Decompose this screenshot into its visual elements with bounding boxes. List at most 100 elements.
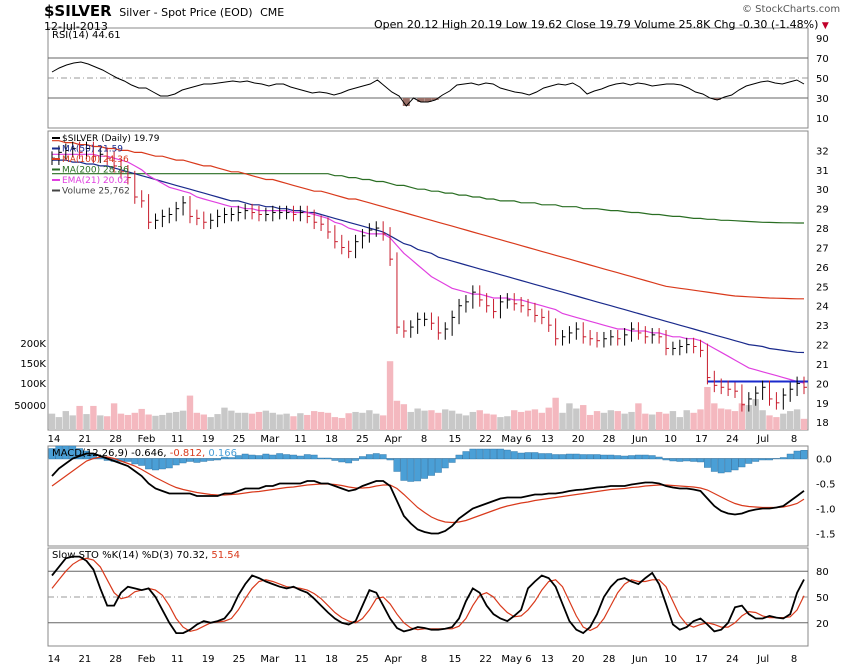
macd-histogram-bar: [566, 453, 573, 460]
volume-bar: [787, 411, 794, 430]
volume-bar: [573, 408, 580, 430]
x-axis-label-top: Jun: [631, 434, 648, 445]
volume-bar: [718, 408, 725, 430]
volume-bar: [200, 414, 207, 430]
macd-histogram-bar: [600, 454, 608, 460]
volume-bar: [103, 416, 111, 430]
x-axis-label-top: 20: [572, 434, 585, 445]
x-axis-label-bottom: 8: [421, 654, 427, 665]
volume-bar: [241, 412, 249, 430]
macd-histogram-bar: [724, 458, 732, 473]
price-tick-label: 18: [816, 418, 829, 429]
x-axis-label-top: 28: [109, 434, 122, 445]
volume-bar: [545, 407, 552, 430]
x-axis-label-top: 13: [541, 434, 554, 445]
volume-bar: [690, 412, 697, 430]
price-tick-label: 23: [816, 321, 829, 332]
macd-histogram-bar: [324, 457, 332, 460]
x-axis-label-top: 28: [603, 434, 616, 445]
volume-bar: [214, 414, 221, 430]
macd-tick-label: 0.0: [816, 455, 832, 466]
price-tick-label: 26: [816, 263, 829, 274]
x-axis-label-top: Apr: [385, 434, 403, 445]
x-axis-label-bottom: Mar: [260, 654, 280, 665]
volume-bar: [766, 415, 773, 430]
volume-bar: [276, 414, 283, 430]
x-axis-label-bottom: 24: [726, 654, 739, 665]
macd-histogram-bar: [200, 458, 208, 462]
volume-bar: [676, 417, 684, 430]
macd-histogram-bar: [586, 454, 594, 460]
x-axis-label-top: 17: [695, 434, 708, 445]
x-axis-label-top: 8: [791, 434, 797, 445]
macd-histogram-bar: [773, 458, 780, 460]
price-tick-label: 32: [816, 146, 829, 157]
macd-histogram-bar: [145, 458, 152, 470]
volume-bar: [373, 413, 380, 430]
volume-bar: [352, 411, 359, 430]
macd-histogram-bar: [731, 458, 739, 471]
price-tick-label: 24: [816, 302, 829, 313]
volume-bar: [310, 411, 318, 430]
sto-tick-label: 80: [816, 567, 829, 578]
macd-histogram-bar: [338, 458, 346, 463]
macd-histogram-bar: [593, 454, 601, 460]
x-axis-label-top: 18: [325, 434, 338, 445]
macd-histogram-bar: [572, 453, 580, 460]
volume-bar: [649, 414, 656, 430]
volume-bar: [600, 412, 608, 430]
macd-histogram-bar: [365, 454, 373, 460]
legend-entry: EMA(21) 20.02: [62, 176, 129, 186]
macd-histogram-bar: [310, 454, 318, 460]
volume-bar: [669, 411, 677, 430]
volume-bar: [497, 417, 504, 430]
macd-histogram-bar: [641, 454, 649, 460]
macd-histogram-bar: [545, 453, 553, 460]
macd-histogram-bar: [655, 456, 663, 460]
macd-histogram-bar: [614, 455, 622, 460]
macd-histogram-bar: [503, 449, 511, 460]
price-tick-label: 31: [816, 166, 829, 177]
x-axis-label-top: 22: [479, 434, 492, 445]
macd-histogram-bar: [345, 458, 353, 464]
volume-bar: [55, 417, 63, 430]
volume-bar: [724, 409, 732, 430]
ma200-line: [52, 173, 804, 224]
volume-bar: [435, 412, 442, 430]
macd-histogram-bar: [400, 458, 408, 481]
macd-histogram-bar: [800, 450, 808, 460]
legend-entry: Volume 25,762: [62, 187, 130, 197]
macd-histogram-bar: [579, 454, 587, 460]
macd-histogram-bar: [379, 454, 387, 460]
volume-bar: [345, 413, 352, 430]
volume-bar: [62, 411, 69, 430]
x-axis-label-bottom: 17: [695, 654, 708, 665]
macd-histogram-bar: [393, 458, 401, 472]
volume-bar: [145, 414, 152, 430]
macd-histogram-bar: [559, 454, 566, 460]
macd-histogram-bar: [255, 455, 263, 460]
macd-histogram-bar: [172, 458, 180, 466]
volume-bar: [131, 412, 138, 430]
rsi-tick-label: 90: [816, 34, 829, 45]
sto-tick-label: 20: [816, 619, 829, 630]
volume-bar: [83, 414, 90, 430]
price-tick-label: 25: [816, 282, 829, 293]
ohlc-text: Open 20.12 High 20.19 Low 19.62 Close 19…: [374, 18, 819, 31]
macd-tick-label: -1.0: [816, 505, 836, 516]
macd-histogram-bar: [296, 455, 304, 460]
price-tick-label: 20: [816, 379, 829, 390]
macd-histogram-bar: [490, 448, 497, 460]
volume-bar: [745, 405, 753, 430]
volume-bar: [386, 361, 394, 430]
macd-histogram-bar: [552, 454, 560, 460]
volume-bar: [193, 412, 201, 430]
macd-histogram-bar: [538, 453, 546, 460]
x-axis-label-bottom: 28: [603, 654, 616, 665]
macd-histogram-bar: [276, 453, 284, 460]
macd-histogram-bar: [359, 456, 366, 460]
x-axis-label-bottom: 10: [664, 654, 677, 665]
volume-bar: [517, 411, 525, 430]
rsi-oversold-fill: [424, 98, 432, 102]
x-axis-label-bottom: 21: [78, 654, 91, 665]
